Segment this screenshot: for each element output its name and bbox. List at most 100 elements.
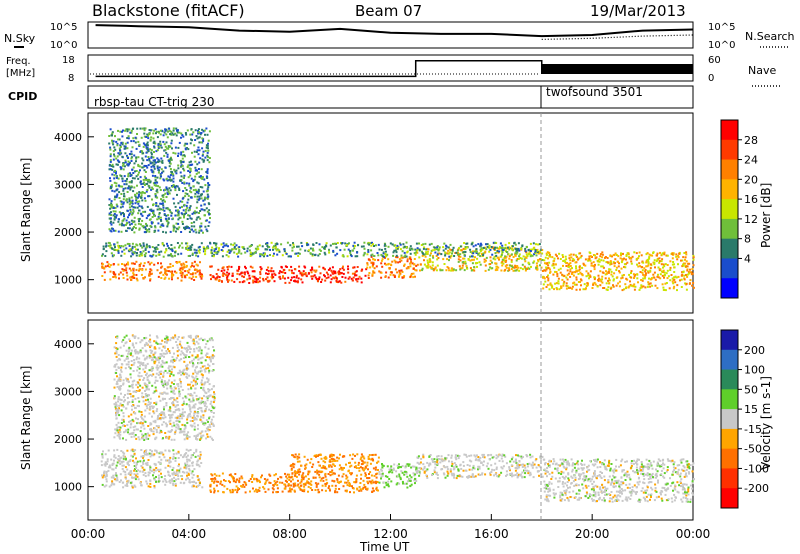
power-cell bbox=[153, 263, 156, 266]
power-cell bbox=[599, 270, 602, 273]
power-cell bbox=[198, 248, 201, 251]
power-cell bbox=[568, 254, 571, 257]
velocity-cell bbox=[238, 477, 241, 480]
power-cell bbox=[211, 276, 214, 278]
power-cell bbox=[148, 179, 151, 182]
velocity-cell bbox=[328, 488, 331, 491]
power-cell bbox=[197, 132, 200, 135]
power-cell bbox=[181, 271, 184, 274]
power-cell bbox=[201, 158, 204, 161]
power-cell bbox=[654, 284, 657, 287]
power-cell bbox=[518, 253, 521, 256]
power-cell bbox=[194, 160, 197, 163]
power-cell bbox=[209, 274, 212, 276]
power-cell bbox=[169, 270, 172, 273]
power-cell bbox=[145, 231, 147, 234]
velocity-cell bbox=[277, 477, 279, 480]
power-cell bbox=[105, 250, 108, 253]
velocity-cell bbox=[347, 479, 350, 482]
power-cell bbox=[419, 263, 422, 266]
power-cell bbox=[296, 281, 299, 284]
velocity-cell bbox=[214, 478, 217, 481]
power-cell bbox=[134, 202, 137, 205]
power-cell bbox=[174, 270, 176, 273]
power-cell bbox=[272, 246, 275, 249]
power-cell bbox=[225, 254, 228, 257]
velocity-cell bbox=[152, 474, 154, 477]
power-cell bbox=[220, 243, 223, 246]
power-cell bbox=[207, 212, 210, 215]
velocity-cell bbox=[422, 453, 425, 456]
velocity-cell bbox=[151, 454, 153, 457]
velocity-cell bbox=[339, 481, 342, 483]
power-cell bbox=[683, 278, 686, 281]
velocity-cell bbox=[508, 468, 511, 471]
velocity-cell bbox=[477, 473, 480, 476]
power-cell bbox=[113, 272, 116, 274]
velocity-cell bbox=[413, 465, 416, 468]
power-cell bbox=[568, 265, 571, 268]
power-cell bbox=[618, 262, 620, 265]
velocity-cell bbox=[490, 464, 493, 467]
velocity-cell bbox=[471, 475, 474, 478]
power-cell bbox=[551, 285, 554, 288]
power-cell bbox=[649, 254, 652, 257]
velocity-cell bbox=[314, 489, 317, 491]
velocity-cell bbox=[544, 498, 547, 501]
velocity-cell bbox=[320, 466, 323, 469]
power-cell bbox=[630, 260, 633, 263]
velocity-cell bbox=[464, 453, 467, 456]
power-cell bbox=[174, 254, 176, 257]
power-cell bbox=[181, 197, 184, 200]
power-cell bbox=[132, 172, 135, 174]
power-cell bbox=[571, 285, 574, 288]
velocity-cell bbox=[149, 468, 151, 471]
power-cell bbox=[330, 278, 333, 281]
power-cell bbox=[595, 256, 598, 259]
power-cell bbox=[188, 184, 191, 187]
power-cell bbox=[627, 253, 630, 256]
velocity-cell bbox=[362, 486, 365, 489]
power-cell bbox=[377, 243, 380, 246]
power-cell bbox=[353, 241, 356, 244]
power-cell bbox=[687, 271, 690, 274]
velocity-cell bbox=[488, 458, 491, 461]
power-cell bbox=[135, 254, 138, 257]
power-cell bbox=[142, 145, 145, 148]
power-cell bbox=[384, 276, 387, 278]
velocity-cell bbox=[374, 453, 377, 456]
power-cell bbox=[408, 256, 411, 259]
power-cell bbox=[593, 276, 596, 279]
power-cell bbox=[146, 214, 149, 217]
power-cell bbox=[240, 252, 243, 255]
power-cell bbox=[131, 127, 134, 130]
power-cell bbox=[237, 251, 240, 254]
velocity-cell bbox=[311, 466, 314, 468]
velocity-cell bbox=[532, 464, 535, 467]
power-cell bbox=[290, 269, 293, 272]
velocity-cell bbox=[481, 453, 484, 456]
velocity-cell bbox=[117, 455, 120, 458]
power-cell bbox=[166, 242, 168, 245]
velocity-cell bbox=[473, 476, 476, 478]
power-cell bbox=[207, 182, 210, 185]
velocity-cell bbox=[168, 461, 171, 464]
velocity-cell bbox=[211, 477, 214, 480]
power-cell bbox=[120, 213, 123, 216]
power-cell bbox=[685, 274, 687, 276]
velocity-cell bbox=[436, 455, 439, 458]
power-cell bbox=[141, 186, 144, 188]
velocity-cell bbox=[505, 462, 508, 465]
velocity-cell bbox=[516, 464, 519, 467]
power-cell bbox=[157, 275, 160, 278]
power-cell bbox=[185, 246, 187, 249]
power-cell bbox=[580, 254, 583, 257]
power-cell bbox=[542, 287, 545, 290]
power-cell bbox=[290, 265, 293, 268]
velocity-cell bbox=[492, 455, 495, 458]
velocity-cell bbox=[497, 455, 500, 458]
power-cell bbox=[575, 267, 578, 270]
velocity-cell bbox=[403, 473, 406, 476]
power-cell bbox=[354, 245, 357, 247]
velocity-cell bbox=[127, 479, 130, 482]
